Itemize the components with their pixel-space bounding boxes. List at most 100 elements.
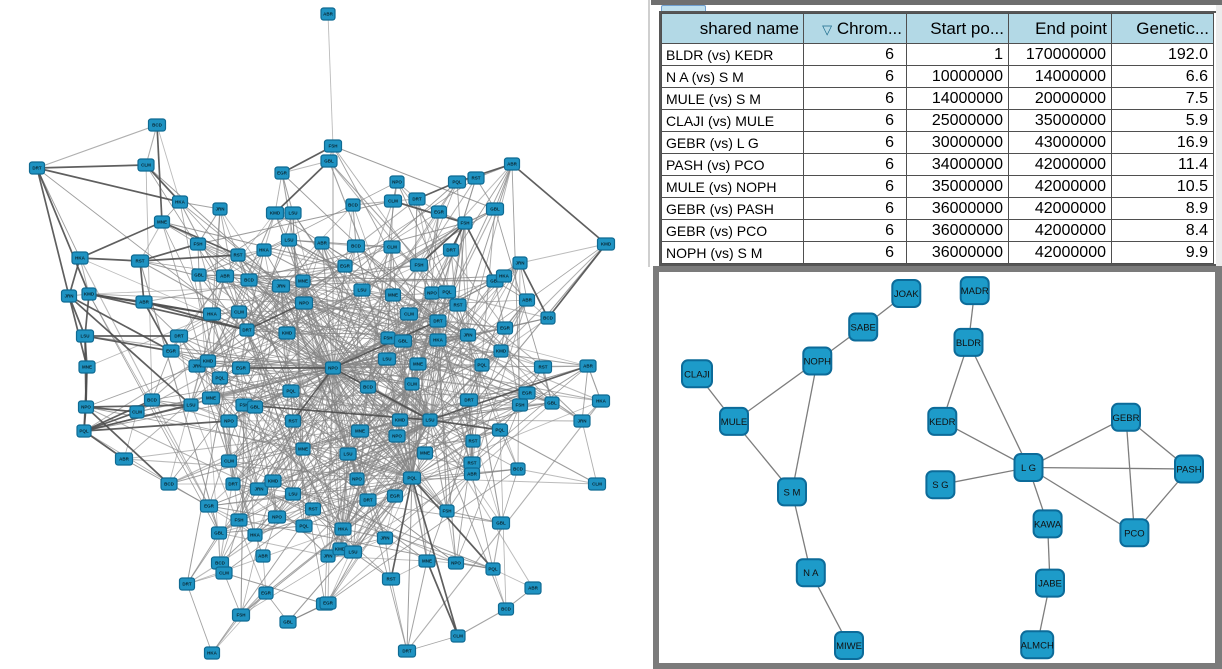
svg-text:KMD: KMD bbox=[335, 547, 346, 552]
svg-text:FSH: FSH bbox=[415, 263, 424, 268]
svg-text:LSU: LSU bbox=[358, 288, 367, 293]
svg-text:RST: RST bbox=[234, 253, 243, 258]
svg-text:HKA: HKA bbox=[338, 527, 348, 532]
svg-text:NPO: NPO bbox=[224, 419, 234, 424]
svg-text:FSH: FSH bbox=[329, 144, 338, 149]
svg-text:BCD: BCD bbox=[351, 244, 361, 249]
svg-text:JRN: JRN bbox=[192, 364, 201, 369]
svg-text:RST: RST bbox=[309, 507, 318, 512]
svg-text:HKA: HKA bbox=[433, 338, 443, 343]
svg-text:MNE: MNE bbox=[298, 447, 308, 452]
svg-text:NPO: NPO bbox=[392, 434, 402, 439]
svg-text:LSU: LSU bbox=[344, 452, 353, 457]
svg-text:GBL: GBL bbox=[496, 521, 506, 526]
svg-text:BCD: BCD bbox=[152, 123, 162, 128]
svg-text:N A: N A bbox=[803, 568, 819, 579]
svg-text:MNE: MNE bbox=[298, 279, 308, 284]
svg-text:CLAJI: CLAJI bbox=[684, 369, 710, 380]
svg-text:JABE: JABE bbox=[1038, 579, 1062, 590]
svg-text:BCD: BCD bbox=[147, 398, 157, 403]
svg-text:KMD: KMD bbox=[282, 331, 293, 336]
svg-text:SABE: SABE bbox=[851, 323, 876, 334]
svg-text:ABR: ABR bbox=[522, 298, 532, 303]
svg-text:FSH: FSH bbox=[240, 403, 249, 408]
svg-text:GBL: GBL bbox=[283, 620, 293, 625]
svg-text:ABR: ABR bbox=[317, 241, 327, 246]
svg-text:HKA: HKA bbox=[207, 312, 217, 317]
svg-text:JRN: JRN bbox=[276, 284, 285, 289]
svg-text:CLM: CLM bbox=[219, 571, 229, 576]
svg-text:CLM: CLM bbox=[388, 199, 398, 204]
svg-text:MNE: MNE bbox=[388, 293, 398, 298]
svg-text:S M: S M bbox=[784, 487, 801, 498]
svg-text:EGR: EGR bbox=[261, 591, 272, 596]
svg-text:LSU: LSU bbox=[349, 550, 358, 555]
svg-text:JRN: JRN bbox=[254, 487, 263, 492]
svg-text:CLM: CLM bbox=[453, 634, 463, 639]
svg-text:JRN: JRN bbox=[515, 261, 524, 266]
svg-text:JRN: JRN bbox=[64, 294, 73, 299]
svg-text:KMD: KMD bbox=[395, 418, 406, 423]
svg-text:MADR: MADR bbox=[961, 286, 989, 297]
svg-text:MNE: MNE bbox=[206, 396, 216, 401]
svg-text:DRT: DRT bbox=[174, 334, 183, 339]
svg-text:PQL: PQL bbox=[299, 524, 309, 529]
svg-text:FSH: FSH bbox=[194, 242, 203, 247]
svg-text:DRT: DRT bbox=[464, 398, 473, 403]
svg-text:DRT: DRT bbox=[402, 649, 411, 654]
svg-text:PQL: PQL bbox=[442, 290, 452, 295]
svg-text:ABR: ABR bbox=[467, 472, 477, 477]
svg-text:CLM: CLM bbox=[141, 163, 151, 168]
svg-text:NPO: NPO bbox=[81, 405, 91, 410]
svg-text:RST: RST bbox=[468, 461, 477, 466]
svg-text:LSU: LSU bbox=[426, 418, 435, 423]
svg-text:MNE: MNE bbox=[355, 429, 365, 434]
svg-text:GBL: GBL bbox=[490, 279, 500, 284]
svg-text:JRN: JRN bbox=[577, 419, 586, 424]
svg-text:DRT: DRT bbox=[228, 482, 237, 487]
svg-text:KMD: KMD bbox=[268, 479, 279, 484]
svg-text:CLM: CLM bbox=[132, 410, 142, 415]
svg-text:EGR: EGR bbox=[204, 504, 215, 509]
svg-text:ABR: ABR bbox=[507, 162, 517, 167]
svg-text:PQL: PQL bbox=[407, 476, 417, 481]
svg-text:EGR: EGR bbox=[434, 210, 445, 215]
svg-text:BCD: BCD bbox=[543, 316, 553, 321]
svg-text:DRT: DRT bbox=[412, 197, 421, 202]
svg-text:DRT: DRT bbox=[363, 498, 372, 503]
svg-text:HKA: HKA bbox=[596, 399, 606, 404]
svg-text:BCD: BCD bbox=[244, 278, 254, 283]
svg-text:PCO: PCO bbox=[1124, 528, 1145, 539]
svg-text:DRT: DRT bbox=[433, 319, 442, 324]
svg-text:NPO: NPO bbox=[427, 291, 437, 296]
svg-text:PQL: PQL bbox=[452, 180, 462, 185]
svg-text:PQL: PQL bbox=[286, 389, 296, 394]
svg-text:EGR: EGR bbox=[277, 171, 288, 176]
svg-text:KEDR: KEDR bbox=[929, 417, 956, 428]
svg-text:GBL: GBL bbox=[324, 159, 334, 164]
svg-text:BCD: BCD bbox=[513, 467, 523, 472]
svg-text:LSU: LSU bbox=[81, 334, 90, 339]
svg-text:EGR: EGR bbox=[340, 264, 351, 269]
svg-text:ABR: ABR bbox=[139, 300, 149, 305]
svg-text:ABR: ABR bbox=[583, 364, 593, 369]
svg-text:NPO: NPO bbox=[299, 301, 309, 306]
svg-text:GBL: GBL bbox=[194, 273, 204, 278]
svg-text:JRN: JRN bbox=[323, 554, 332, 559]
svg-text:S G: S G bbox=[932, 480, 948, 491]
svg-text:JRN: JRN bbox=[463, 333, 472, 338]
svg-text:HKA: HKA bbox=[259, 248, 269, 253]
svg-text:ABR: ABR bbox=[220, 274, 230, 279]
svg-text:RST: RST bbox=[469, 439, 478, 444]
svg-text:NPO: NPO bbox=[272, 515, 282, 520]
svg-text:CLM: CLM bbox=[387, 245, 397, 250]
svg-text:CLM: CLM bbox=[234, 310, 244, 315]
svg-text:PQL: PQL bbox=[488, 567, 498, 572]
svg-text:JRN: JRN bbox=[215, 207, 224, 212]
svg-text:BCD: BCD bbox=[164, 482, 174, 487]
svg-text:BLDR: BLDR bbox=[956, 338, 981, 349]
svg-text:GBL: GBL bbox=[214, 531, 224, 536]
svg-text:LSU: LSU bbox=[383, 357, 392, 362]
svg-text:RST: RST bbox=[539, 365, 548, 370]
svg-text:KMD: KMD bbox=[601, 242, 612, 247]
